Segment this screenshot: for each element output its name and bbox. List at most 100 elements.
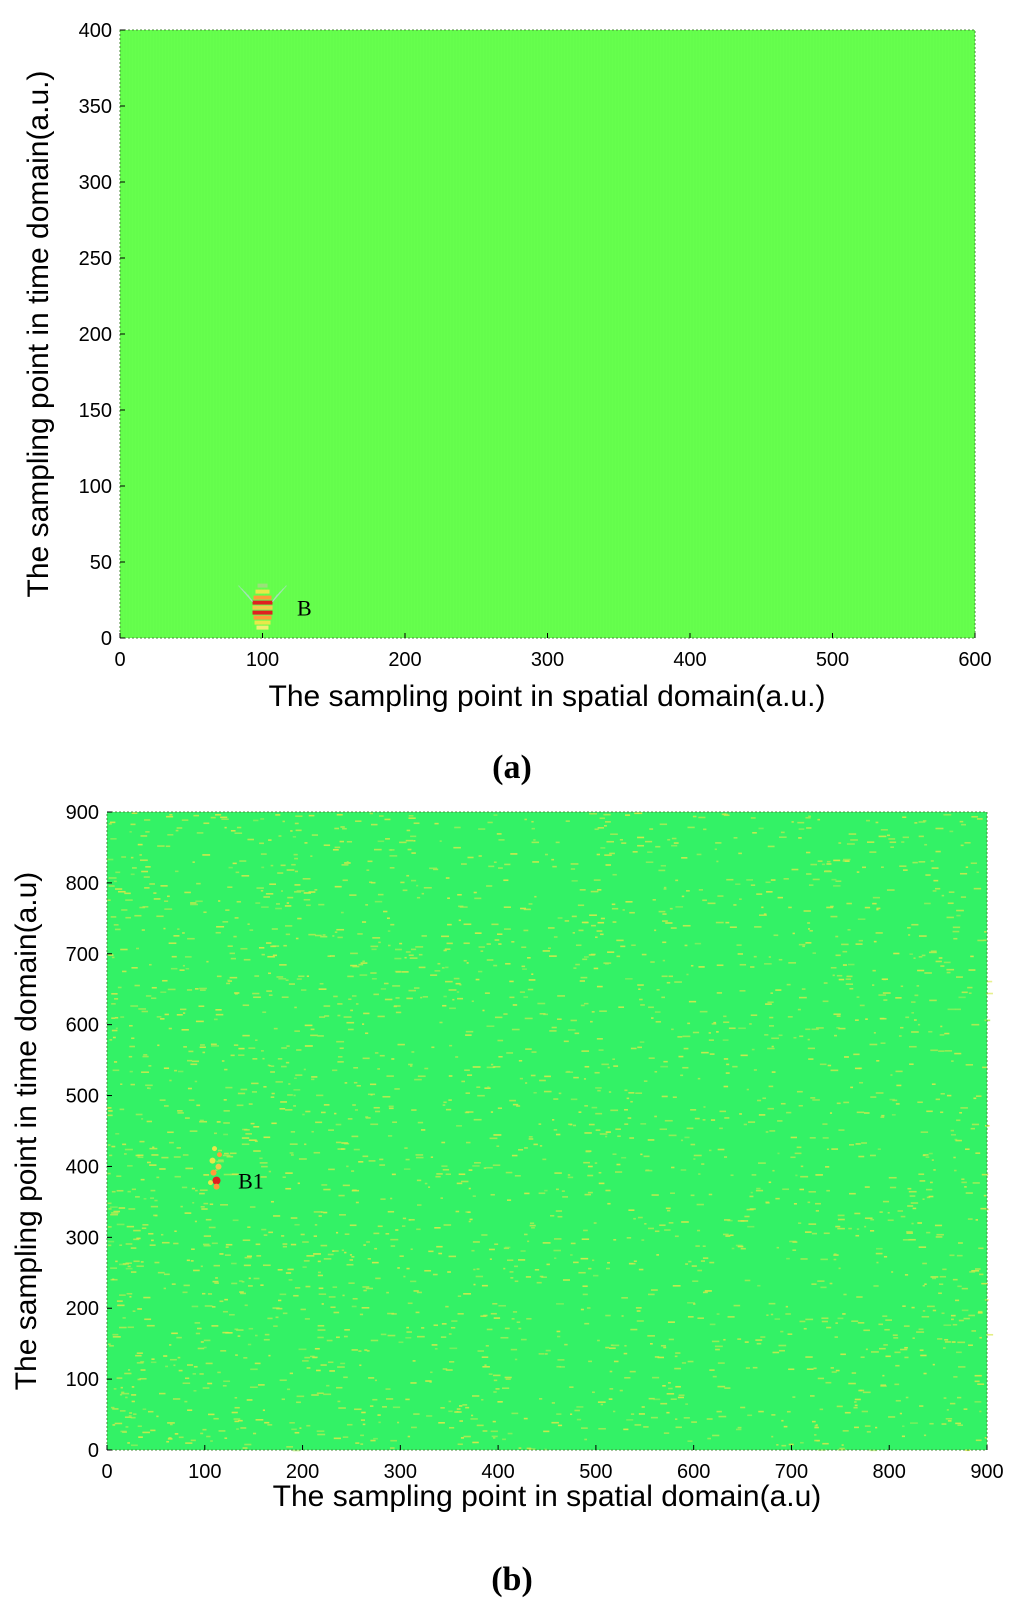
noise-speck (629, 911, 635, 914)
noise-speck (277, 872, 284, 874)
noise-speck (674, 1235, 679, 1238)
noise-speck (570, 1242, 576, 1245)
noise-speck (833, 1254, 839, 1256)
noise-speck (145, 831, 150, 833)
noise-speck (640, 1153, 643, 1156)
noise-speck (116, 1377, 123, 1379)
noise-speck (872, 896, 880, 899)
noise-speck (445, 1173, 451, 1176)
noise-speck (496, 1145, 500, 1148)
noise-speck (129, 1045, 135, 1048)
noise-speck (556, 1365, 562, 1368)
noise-speck (598, 1171, 602, 1174)
noise-speck (130, 1083, 135, 1086)
noise-speck (162, 979, 168, 982)
noise-speck (925, 1156, 930, 1158)
noise-speck (769, 1130, 776, 1132)
noise-speck (694, 942, 702, 945)
noise-speck (262, 1409, 265, 1412)
noise-speck (958, 996, 966, 999)
noise-speck (918, 861, 926, 863)
noise-speck (717, 1362, 725, 1364)
noise-speck (190, 1063, 198, 1066)
noise-speck (838, 978, 845, 981)
noise-speck (200, 1206, 205, 1208)
noise-speck (311, 1130, 314, 1133)
noise-speck (698, 1173, 701, 1175)
noise-speck (199, 1189, 208, 1192)
noise-speck (505, 962, 511, 965)
noise-speck (287, 1268, 294, 1271)
noise-speck (225, 1246, 229, 1248)
noise-speck (944, 1338, 949, 1341)
noise-speck (716, 860, 719, 863)
noise-speck (244, 1129, 250, 1131)
noise-speck (236, 900, 242, 903)
noise-speck (497, 1401, 503, 1403)
noise-speck (498, 839, 505, 841)
noise-speck (843, 1293, 847, 1296)
noise-speck (358, 1161, 364, 1163)
noise-speck (454, 826, 461, 829)
noise-speck (298, 1348, 307, 1351)
noise-speck (931, 1159, 934, 1161)
noise-speck (662, 959, 666, 962)
noise-speck (395, 1011, 402, 1014)
noise-speck (838, 1267, 841, 1270)
noise-speck (122, 970, 127, 973)
noise-speck (666, 981, 671, 984)
noise-speck (338, 1407, 346, 1409)
noise-speck (830, 1069, 839, 1072)
noise-speck (644, 1222, 647, 1225)
noise-speck (288, 983, 295, 985)
noise-speck (944, 1032, 950, 1035)
noise-speck (690, 1143, 696, 1146)
noise-speck (334, 1112, 337, 1115)
noise-speck (434, 1227, 441, 1229)
noise-speck (365, 1287, 374, 1290)
noise-speck (913, 957, 916, 960)
noise-speck (406, 1331, 412, 1333)
noise-speck (390, 923, 395, 926)
noise-speck (182, 1012, 186, 1014)
event-dot (215, 1163, 222, 1170)
noise-speck (826, 1189, 830, 1192)
noise-speck (119, 1326, 127, 1329)
noise-speck (503, 1013, 508, 1015)
noise-speck (869, 851, 877, 853)
noise-speck (107, 899, 111, 901)
noise-speck (413, 822, 420, 825)
noise-speck (275, 1081, 283, 1083)
noise-speck (370, 1339, 379, 1342)
noise-speck (634, 812, 643, 815)
noise-speck (673, 842, 679, 844)
noise-speck (342, 879, 348, 882)
noise-speck (858, 939, 864, 942)
noise-speck (663, 888, 667, 890)
noise-speck (108, 1144, 111, 1146)
noise-speck (193, 814, 200, 817)
noise-speck (571, 880, 578, 882)
noise-speck (177, 1110, 183, 1112)
noise-speck (261, 1228, 267, 1231)
noise-speck (445, 980, 453, 983)
noise-speck (340, 826, 345, 828)
noise-speck (520, 907, 527, 910)
noise-speck (841, 1444, 844, 1446)
noise-speck (856, 1111, 865, 1114)
noise-speck (382, 1095, 391, 1098)
noise-speck (337, 936, 343, 939)
noise-speck (806, 873, 812, 875)
noise-speck (316, 1392, 324, 1395)
noise-speck (788, 962, 797, 964)
noise-speck (941, 1312, 945, 1315)
noise-speck (293, 853, 298, 856)
noise-speck (767, 1001, 774, 1004)
noise-speck (293, 1077, 297, 1080)
noise-speck (456, 1408, 461, 1410)
noise-speck (244, 1443, 252, 1446)
noise-speck (236, 1329, 244, 1331)
noise-speck (377, 1225, 383, 1228)
noise-speck (400, 881, 405, 884)
noise-speck (268, 1170, 272, 1173)
